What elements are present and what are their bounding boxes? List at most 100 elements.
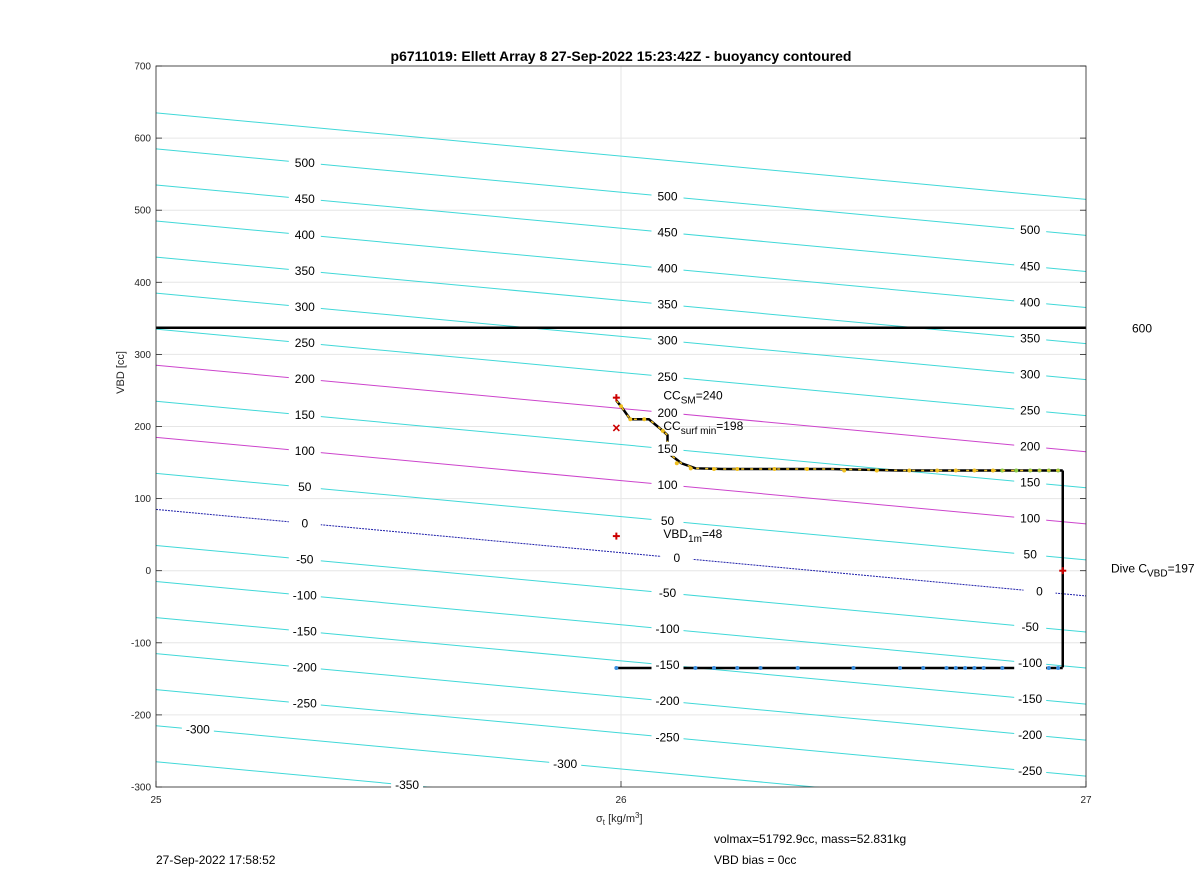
print-timestamp: 27-Sep-2022 17:58:52 (156, 853, 276, 867)
contour-label-bg (288, 191, 321, 206)
series-point (953, 468, 958, 473)
chart-title: p6711019: Ellett Array 8 27-Sep-2022 15:… (391, 48, 852, 64)
contour-label: 400 (295, 228, 315, 242)
contour-label: 450 (295, 192, 315, 206)
y-tick-label: 300 (134, 350, 151, 361)
x-tick-label: 27 (1080, 795, 1092, 806)
contour-label: 100 (1020, 512, 1040, 526)
contour-label: -150 (1018, 692, 1042, 706)
contour-label-bg (651, 405, 684, 420)
series-point (614, 666, 619, 671)
contour-label: -50 (659, 586, 677, 600)
series-point (991, 468, 995, 473)
contour-label: -150 (655, 658, 679, 672)
contour-label-bg (1014, 403, 1047, 418)
contour-label-bg (288, 552, 321, 567)
y-tick-label: -100 (131, 638, 151, 649)
contour-label: 400 (657, 262, 677, 276)
contour-label: 500 (1020, 223, 1040, 237)
contour-label-bg (651, 513, 684, 528)
contour-label: 450 (657, 226, 677, 240)
contour-label: 200 (295, 372, 315, 386)
contour-label-bg (651, 261, 684, 276)
contour-label: 300 (1020, 367, 1040, 381)
series-point (851, 666, 856, 671)
contour-label: 250 (657, 370, 677, 384)
contour-label: -50 (296, 552, 314, 566)
contour-label-bg (1014, 691, 1047, 706)
series-point (972, 666, 977, 671)
series-point (735, 467, 740, 472)
contour-label-bg (288, 516, 321, 531)
contour-label: 350 (1020, 331, 1040, 345)
contour-label-bg (288, 336, 321, 351)
contour-label-bg (651, 441, 684, 456)
series-point (898, 666, 902, 671)
contour-label-bg (288, 263, 321, 278)
markers (612, 394, 1067, 575)
series-point (944, 666, 949, 671)
series-point (660, 428, 665, 433)
series-point (1056, 666, 1061, 671)
y-tick-label: 700 (134, 62, 151, 73)
contour-label-bg (288, 588, 321, 603)
marker-label: VBD1m=48 (663, 527, 722, 545)
y-tick-label: 200 (134, 422, 151, 433)
contour-label: 0 (1036, 585, 1043, 599)
contour-label: 0 (301, 516, 308, 530)
contour-label: -300 (553, 757, 577, 771)
contour-label: 50 (1024, 548, 1038, 562)
contour-label-bg (391, 778, 424, 793)
series-point (674, 461, 679, 466)
contour-label: 100 (657, 478, 677, 492)
reference-hline-label: 600 (1132, 322, 1152, 336)
contour-label-bg (651, 225, 684, 240)
contour-line (156, 508, 1086, 597)
contour-label-bg (651, 658, 684, 673)
contour-label-bg (288, 624, 321, 639)
contour-label-bg (651, 730, 684, 745)
contour-label: -250 (655, 730, 679, 744)
contour-label-bg (1014, 727, 1047, 742)
contour-label-bg (1014, 511, 1047, 526)
contour-label-bg (288, 227, 321, 242)
contour-line (156, 761, 433, 787)
series-point (693, 666, 698, 671)
contour-line (156, 112, 1086, 200)
contour-label: -200 (1018, 728, 1042, 742)
contour-label: -350 (395, 778, 419, 792)
series-point (688, 466, 693, 471)
contour-label-bg (1014, 763, 1047, 778)
contour-label-bg (288, 480, 321, 495)
contour-label-bg (1023, 584, 1056, 599)
volmax-mass-text: volmax=51792.9cc, mass=52.831kg (714, 832, 907, 846)
contour-label-bg (1014, 439, 1047, 454)
contour-label: 150 (657, 442, 677, 456)
contour-label: 0 (673, 551, 680, 565)
series-point (1014, 468, 1019, 473)
contour-label: 150 (1020, 476, 1040, 490)
contour-label: -50 (1022, 620, 1040, 634)
series-point (758, 666, 763, 671)
contour-label-bg (1014, 655, 1047, 670)
series-point (712, 467, 716, 472)
contour-label: 50 (298, 480, 312, 494)
contour-label-bg (660, 550, 693, 565)
vbd-bias-text: VBD bias = 0cc (714, 853, 797, 867)
contour-label: -100 (1018, 656, 1042, 670)
contour-label-bg (651, 297, 684, 312)
y-tick-label: -300 (131, 783, 151, 794)
series (156, 326, 1086, 671)
marker-label: CCSM=240 (663, 389, 723, 407)
x-tick-label: 26 (615, 795, 627, 806)
series-point (772, 467, 777, 472)
y-tick-label: 0 (145, 566, 151, 577)
contour-label: 150 (295, 408, 315, 422)
contour-label: 200 (657, 406, 677, 420)
contour-label-bg (651, 189, 684, 204)
contour-label: 450 (1020, 259, 1040, 273)
contour-label: 350 (295, 264, 315, 278)
series-point (953, 666, 958, 671)
